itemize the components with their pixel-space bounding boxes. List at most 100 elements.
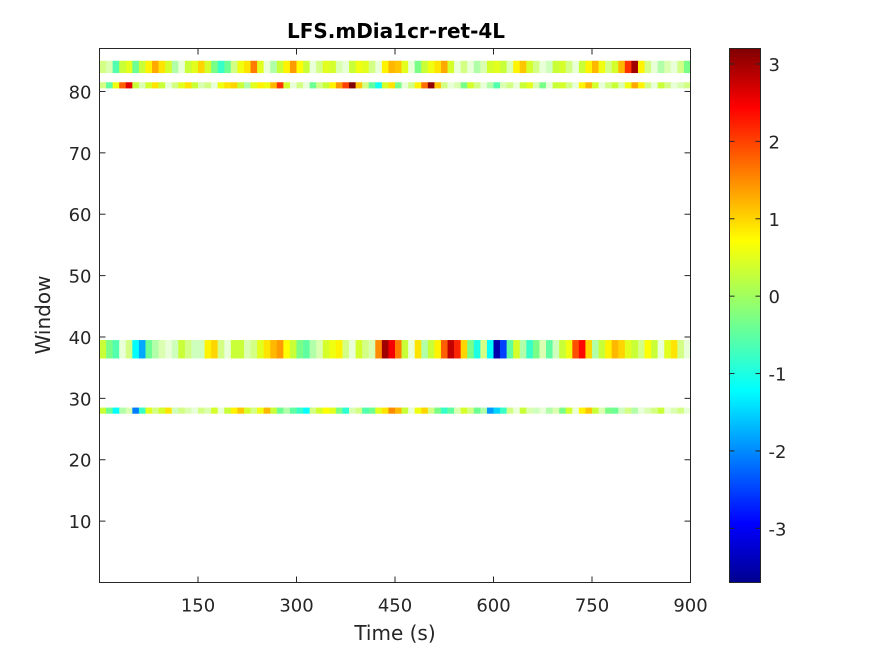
x-tick-label: 750: [575, 596, 609, 617]
y-tick-label: 50: [69, 267, 92, 288]
heatmap-cell: [368, 340, 376, 359]
heatmap-cell: [427, 60, 435, 74]
heatmap-cell: [237, 82, 245, 89]
heatmap-cell: [276, 407, 284, 414]
heatmap-cell: [460, 407, 468, 414]
heatmap-cell: [513, 340, 521, 359]
x-axis-title: Time (s): [353, 621, 435, 645]
heatmap-cell: [335, 407, 343, 414]
heatmap-cell: [106, 60, 113, 74]
heatmap-cell: [513, 82, 521, 89]
heatmap-cell: [257, 82, 264, 89]
heatmap-cell: [677, 407, 685, 414]
heatmap-cell: [414, 60, 422, 74]
heatmap-cell: [237, 407, 245, 414]
heatmap-cell: [349, 407, 356, 414]
heatmap-cell: [342, 407, 350, 414]
heatmap-cell: [243, 60, 251, 74]
heatmap-cell: [467, 82, 475, 89]
heatmap-cell: [316, 82, 324, 89]
heatmap-cell: [257, 340, 264, 359]
heatmap-cell: [178, 60, 186, 74]
heatmap-cell: [434, 340, 442, 359]
heatmap-cell: [526, 340, 534, 359]
heatmap-cell: [605, 60, 612, 74]
heatmap-cell: [152, 407, 159, 414]
heatmap-cell: [112, 60, 120, 74]
heatmap-cell: [296, 407, 304, 414]
heatmap-cell: [217, 60, 225, 74]
heatmap-cell: [637, 340, 645, 359]
heatmap-cell: [145, 60, 153, 74]
heatmap-cell: [329, 60, 337, 74]
heatmap-cell: [257, 407, 264, 414]
heatmap-cell: [559, 60, 567, 74]
heatmap-cell: [500, 407, 507, 414]
chart-title: LFS.mDia1cr-ret-4L: [287, 19, 505, 43]
colorbar-tick-label: 2: [769, 132, 780, 153]
heatmap-cell: [611, 60, 619, 74]
heatmap-cell: [618, 407, 626, 414]
heatmap-cell: [217, 82, 225, 89]
heatmap-cell: [454, 82, 461, 89]
heatmap-cell: [427, 407, 435, 414]
heatmap-cell: [289, 340, 297, 359]
heatmap-cell: [329, 407, 337, 414]
heatmap-cell: [546, 60, 553, 74]
heatmap-cell: [421, 407, 429, 414]
heatmap-cell: [539, 407, 547, 414]
heatmap-cell: [375, 407, 383, 414]
heatmap-cell: [493, 407, 501, 414]
heatmap-cell: [191, 82, 199, 89]
heatmap-cell: [565, 407, 573, 414]
heatmap-cell: [434, 82, 442, 89]
heatmap-cell: [631, 407, 639, 414]
heatmap-cell: [506, 60, 514, 74]
heatmap-cell: [559, 82, 567, 89]
heatmap-cell: [276, 60, 284, 74]
heatmap-cell: [440, 340, 448, 359]
heatmap-cell: [532, 340, 540, 359]
heatmap-cell: [611, 340, 619, 359]
heatmap-cell: [362, 60, 370, 74]
heatmap-cell: [480, 60, 488, 74]
heatmap-cell: [565, 60, 573, 74]
heatmap-cell: [375, 340, 383, 359]
heatmap-cell: [303, 407, 310, 414]
heatmap-cell: [546, 340, 553, 359]
colorbar-ticks: -3 -2 -1 0 1 2 3: [729, 55, 786, 540]
heatmap-cell: [204, 82, 212, 89]
heatmap-cell: [224, 407, 232, 414]
y-tick-label: 20: [69, 451, 92, 472]
heatmap-cell: [119, 60, 127, 74]
heatmap-cell: [138, 407, 146, 414]
heatmap-cell: [152, 82, 159, 89]
heatmap-cell: [611, 82, 619, 89]
heatmap-cell: [546, 407, 553, 414]
colorbar-tick-label: 0: [769, 287, 780, 308]
heatmap-cell: [421, 82, 429, 89]
heatmap-cell: [355, 60, 363, 74]
heatmap-cell: [106, 82, 113, 89]
heatmap-cell: [184, 60, 192, 74]
heatmap-cell: [211, 60, 218, 74]
heatmap-cell: [565, 82, 573, 89]
heatmap-cell: [165, 82, 173, 89]
heatmap-cell: [198, 340, 205, 359]
heatmap-cell: [316, 340, 324, 359]
heatmap-cell: [559, 407, 567, 414]
heatmap-cell: [631, 82, 639, 89]
heatmap-cell: [106, 407, 113, 414]
heatmap-cell: [171, 82, 179, 89]
heatmap-cell: [388, 407, 396, 414]
heatmap-cell: [283, 340, 291, 359]
heatmap-cell: [644, 60, 652, 74]
heatmap-cell: [447, 82, 455, 89]
heatmap-cell: [519, 60, 527, 74]
heatmap-cell: [138, 60, 146, 74]
heatmap-cell: [532, 407, 540, 414]
heatmap-cell: [592, 82, 599, 89]
heatmap-cell: [592, 407, 599, 414]
heatmap-cell: [631, 60, 639, 74]
